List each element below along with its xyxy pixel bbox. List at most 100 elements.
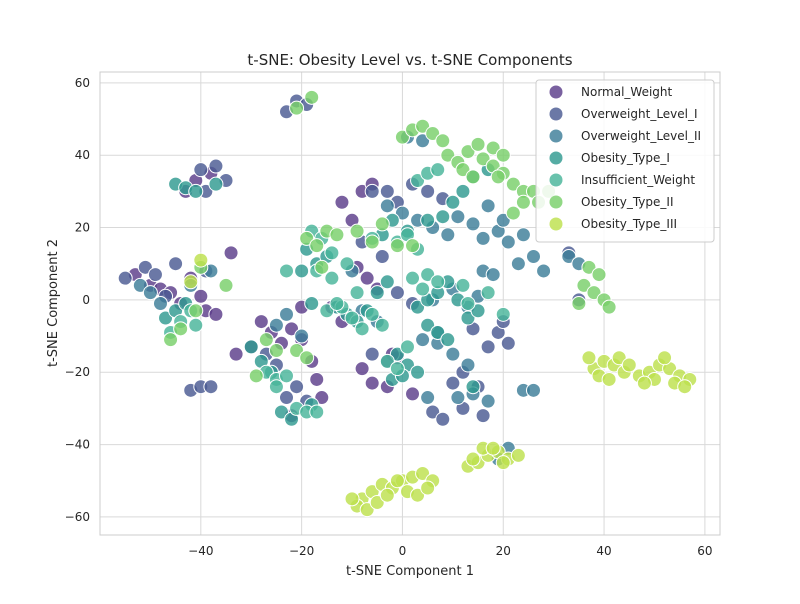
data-point-obesity-type-i: [208, 176, 224, 192]
data-point-overweight-level-i: [500, 335, 516, 351]
legend-label: Obesity_Type_II: [581, 195, 673, 209]
data-point-overweight-level-ii: [420, 390, 436, 406]
data-point-obesity-type-iii: [379, 487, 395, 503]
data-point-overweight-level-ii: [525, 248, 541, 264]
data-point-obesity-type-iii: [510, 447, 526, 463]
data-point-obesity-type-ii: [505, 176, 521, 192]
data-point-obesity-type-ii: [405, 238, 421, 254]
data-point-normal-weight: [208, 306, 224, 322]
data-point-normal-weight: [354, 361, 370, 377]
data-point-normal-weight: [359, 270, 375, 286]
data-point-obesity-type-i: [410, 364, 426, 380]
data-point-insufficient-weight: [480, 285, 496, 301]
data-point-overweight-level-i: [193, 162, 209, 178]
data-point-overweight-level-i: [374, 248, 390, 264]
data-point-obesity-type-iii: [677, 379, 693, 395]
x-tick-label: 40: [596, 544, 611, 558]
data-point-insufficient-weight: [324, 270, 340, 286]
data-point-obesity-type-i: [379, 274, 395, 290]
y-tick-label: −40: [65, 438, 90, 452]
data-point-insufficient-weight: [379, 353, 395, 369]
data-point-obesity-type-i: [445, 194, 461, 210]
data-point-insufficient-weight: [455, 277, 471, 293]
data-point-obesity-type-ii: [329, 227, 345, 243]
data-point-overweight-level-ii: [465, 216, 481, 232]
data-point-obesity-type-i: [369, 285, 385, 301]
data-point-overweight-level-ii: [268, 317, 284, 333]
data-point-overweight-level-i: [475, 408, 491, 424]
legend-label: Overweight_Level_II: [581, 129, 701, 143]
tick-labels: −40 −20 0 20 40 60 −60 −40 −20 0 20 40 60: [65, 76, 713, 558]
legend: Normal_Weight Overweight_Level_I Overweigh…: [535, 79, 715, 243]
data-point-normal-weight: [405, 386, 421, 402]
data-point-obesity-type-i: [158, 310, 174, 326]
y-tick-label: 20: [75, 221, 90, 235]
data-point-obesity-type-ii: [460, 144, 476, 160]
data-point-obesity-type-iii: [183, 274, 199, 290]
data-point-normal-weight: [253, 314, 269, 330]
data-point-overweight-level-i: [364, 183, 380, 199]
data-point-obesity-type-ii: [188, 303, 204, 319]
data-point-obesity-type-ii: [490, 169, 506, 185]
y-tick-label: −60: [65, 510, 90, 524]
data-point-obesity-type-ii: [314, 259, 330, 275]
data-point-obesity-type-ii: [289, 100, 305, 116]
data-point-obesity-type-ii: [475, 151, 491, 167]
data-point-obesity-type-iii: [657, 350, 673, 366]
data-point-insufficient-weight: [339, 256, 355, 272]
data-point-obesity-type-ii: [374, 216, 390, 232]
data-point-overweight-level-ii: [475, 230, 491, 246]
data-point-obesity-type-iii: [485, 440, 501, 456]
legend-box: [535, 79, 715, 243]
data-point-obesity-type-ii: [425, 125, 441, 141]
x-tick-label: −20: [289, 544, 314, 558]
data-point-normal-weight: [223, 245, 239, 261]
data-point-obesity-type-ii: [435, 133, 451, 149]
data-point-obesity-type-ii: [485, 140, 501, 156]
data-point-obesity-type-iii: [389, 473, 405, 489]
legend-marker: [549, 173, 563, 187]
data-point-insufficient-weight: [430, 274, 446, 290]
data-point-obesity-type-i: [440, 332, 456, 348]
y-tick-label: 40: [75, 148, 90, 162]
data-point-obesity-type-i: [243, 339, 259, 355]
data-point-obesity-type-iii: [495, 455, 511, 471]
data-point-obesity-type-i: [410, 299, 426, 315]
data-point-obesity-type-iii: [344, 491, 360, 507]
legend-label: Insufficient_Weight: [581, 173, 695, 187]
legend-label: Overweight_Level_I: [581, 107, 698, 121]
data-points: [117, 89, 698, 518]
data-point-obesity-type-i: [188, 183, 204, 199]
data-point-insufficient-weight: [329, 296, 345, 311]
legend-label: Obesity_Type_I: [581, 151, 670, 165]
legend-marker: [549, 107, 563, 121]
data-point-obesity-type-ii: [591, 267, 607, 283]
data-point-overweight-level-ii: [561, 248, 577, 264]
data-point-overweight-level-ii: [379, 198, 395, 214]
data-point-obesity-type-i: [465, 379, 481, 395]
x-tick-label: 60: [697, 544, 712, 558]
data-point-obesity-type-ii: [173, 321, 189, 337]
data-point-obesity-type-i: [294, 263, 310, 279]
data-point-obesity-type-ii: [299, 350, 315, 366]
data-point-overweight-level-ii: [460, 357, 476, 373]
data-point-obesity-type-i: [435, 209, 451, 225]
y-tick-label: 60: [75, 76, 90, 90]
data-point-insufficient-weight: [279, 263, 295, 279]
data-point-obesity-type-ii: [515, 194, 531, 210]
data-point-obesity-type-ii: [349, 223, 365, 239]
data-point-overweight-level-ii: [525, 382, 541, 398]
data-point-obesity-type-ii: [289, 343, 305, 359]
data-point-obesity-type-iii: [410, 487, 426, 503]
data-point-overweight-level-ii: [450, 209, 466, 225]
data-point-obesity-type-ii: [576, 277, 592, 293]
data-point-insufficient-weight: [279, 368, 295, 384]
data-point-overweight-level-ii: [440, 227, 456, 243]
x-axis-label: t-SNE Component 1: [346, 564, 474, 579]
y-tick-label: 0: [82, 293, 90, 307]
y-tick-label: −20: [65, 365, 90, 379]
data-point-obesity-type-ii: [586, 285, 602, 301]
data-point-obesity-type-ii: [571, 296, 587, 311]
data-point-insufficient-weight: [354, 321, 370, 337]
data-point-obesity-type-ii: [258, 332, 274, 348]
